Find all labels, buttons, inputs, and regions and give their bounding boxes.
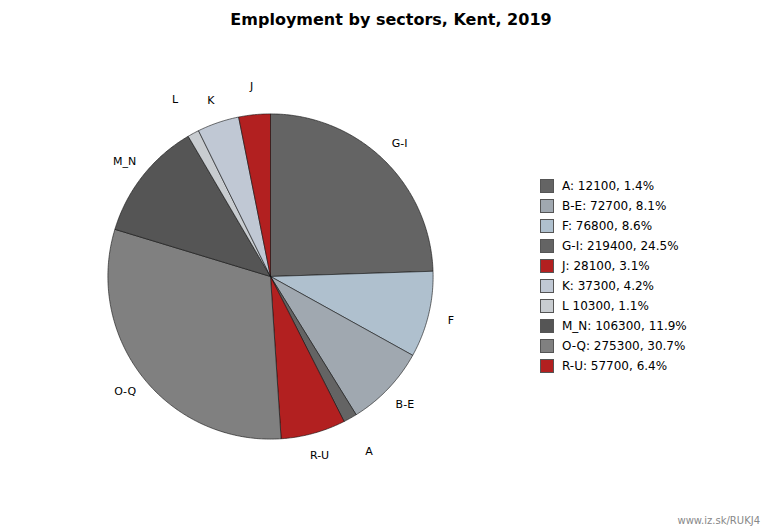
- svg-text:M_N: M_N: [113, 155, 136, 168]
- svg-text:G-I: G-I: [392, 137, 408, 150]
- html-text:M_N: 106300, 11.9%: M_N: 106300, 11.9%: [562, 319, 687, 333]
- svg-text:O-Q: O-Q: [114, 385, 136, 398]
- html-text:B-E: 72700, 8.1%: B-E: 72700, 8.1%: [562, 199, 667, 213]
- html-text:K: 37300, 4.2%: K: 37300, 4.2%: [562, 279, 654, 293]
- html-text:F: 76800, 8.6%: F: 76800, 8.6%: [562, 219, 653, 233]
- html-text:R-U: 57700, 6.4%: R-U: 57700, 6.4%: [562, 359, 668, 373]
- svg-text:B-E: B-E: [396, 398, 415, 411]
- html-text:G-I: 219400, 24.5%: G-I: 219400, 24.5%: [562, 239, 679, 253]
- svg-text:K: K: [207, 94, 215, 107]
- svg-text:F: F: [448, 314, 454, 327]
- html-text:L 10300, 1.1%: L 10300, 1.1%: [562, 299, 649, 313]
- svg-text:R-U: R-U: [310, 449, 329, 462]
- html-text:Employment by sectors, Kent, 2: Employment by sectors, Kent, 2019: [230, 10, 552, 29]
- html-text:O-Q: 275300, 30.7%: O-Q: 275300, 30.7%: [562, 339, 686, 353]
- html-text:J: 28100, 3.1%: J: 28100, 3.1%: [562, 259, 650, 273]
- svg-text:J: J: [249, 80, 253, 93]
- svg-text:L: L: [172, 93, 179, 106]
- svg-text:A: A: [365, 445, 373, 458]
- html-text:www.iz.sk/RUKJ4: www.iz.sk/RUKJ4: [677, 515, 760, 526]
- html-text:A: 12100, 1.4%: A: 12100, 1.4%: [562, 179, 655, 193]
